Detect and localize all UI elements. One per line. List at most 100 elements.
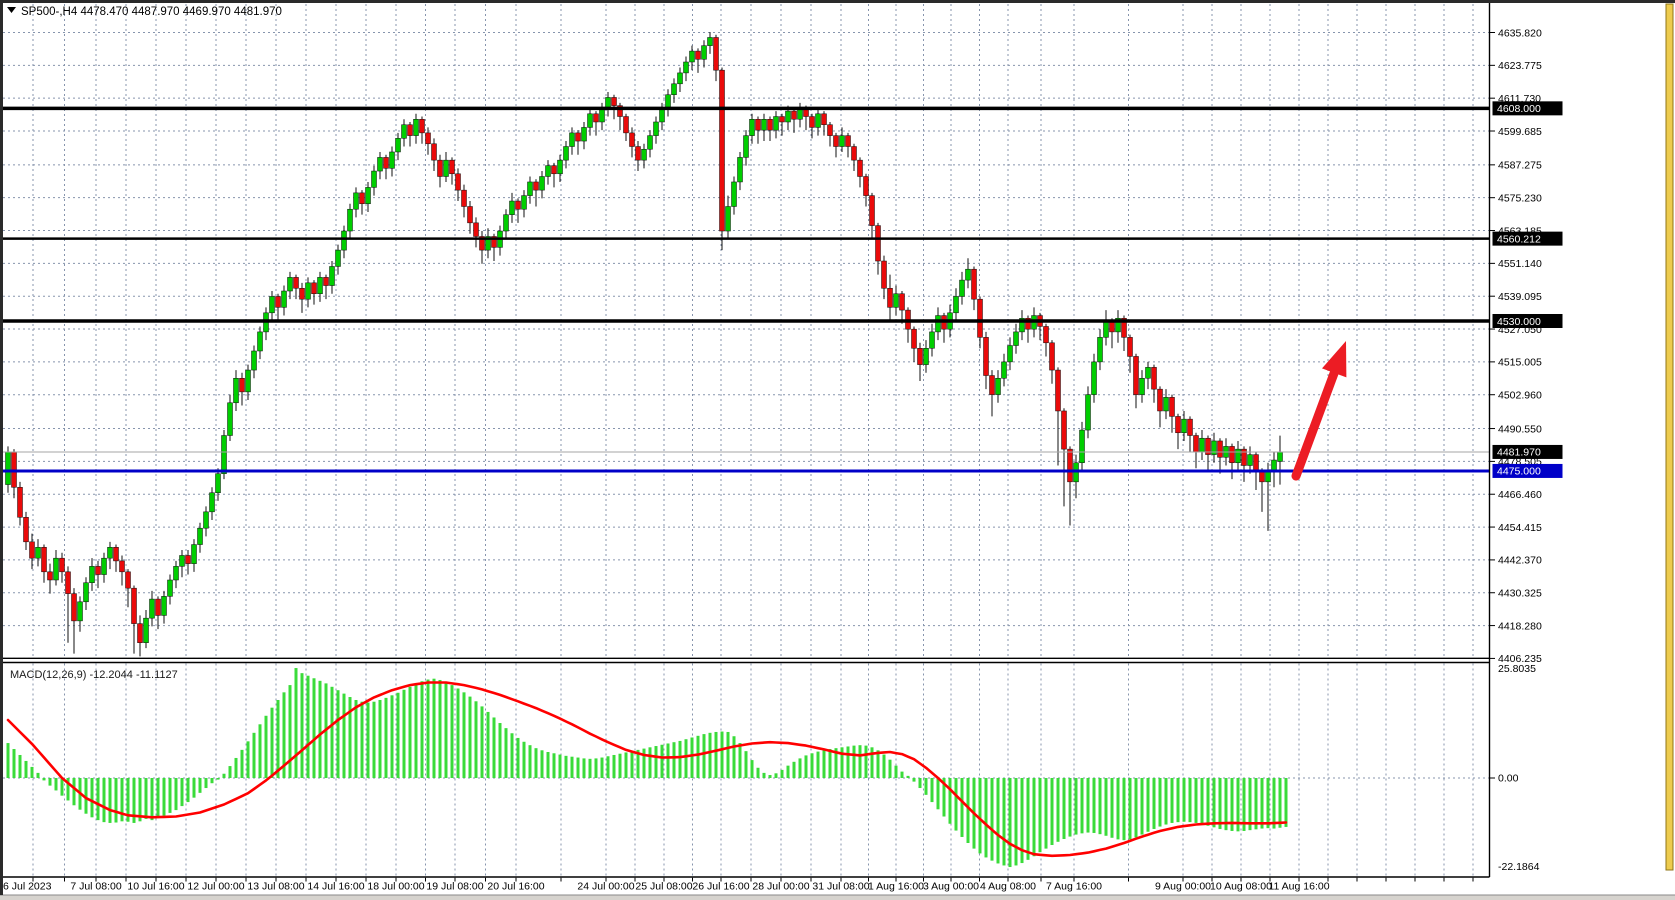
macd-bar (90, 778, 94, 818)
candle-bear (95, 566, 101, 575)
macd-bar (852, 745, 856, 778)
candle-bull (569, 132, 575, 147)
candle-bull (1019, 318, 1025, 333)
macd-bar (564, 755, 568, 778)
date-tick-label: 11 Aug 16:00 (1268, 881, 1329, 893)
macd-bar (576, 757, 580, 778)
macd-indicator (6, 668, 1288, 868)
macd-bar (198, 778, 202, 793)
candle-bull (923, 348, 929, 365)
arrow-head[interactable] (1322, 341, 1347, 378)
macd-bar (522, 741, 526, 778)
time-axis[interactable]: 6 Jul 2023 7 Jul 08:00 10 Jul 16:00 12 Jul … (3, 877, 1474, 893)
breakout-arrow-annotation[interactable] (1291, 341, 1347, 481)
candle-bear (479, 236, 485, 251)
right-edge-scroll-strip[interactable] (1665, 3, 1674, 871)
macd-bar (1284, 778, 1288, 827)
candlestick-series (5, 32, 1283, 657)
macd-bar (288, 685, 292, 778)
candle-bull (161, 596, 167, 616)
macd-bar (1170, 778, 1174, 823)
symbol-dropdown-icon[interactable] (7, 7, 16, 13)
candle-bear (491, 236, 497, 248)
macd-bar (420, 681, 424, 778)
candle-bear (617, 105, 623, 117)
candle-bull (287, 277, 293, 292)
macd-bar (1242, 778, 1246, 831)
candle-bull (143, 617, 149, 643)
price-axis[interactable]: 4635.8204623.7754611.7304599.6854587.275… (1489, 27, 1563, 779)
macd-bar (186, 778, 190, 803)
macd-bar (516, 737, 520, 778)
candle-bull (1085, 394, 1091, 431)
price-badge-label: 4481.970 (1497, 447, 1541, 459)
price-tick-label: 4442.370 (1498, 555, 1542, 567)
candle-bear (755, 119, 761, 131)
price-tick-label: 4575.230 (1498, 192, 1542, 204)
macd-bar (888, 759, 892, 778)
price-badge-label: 4560.212 (1497, 233, 1541, 245)
macd-bar (408, 686, 412, 778)
date-tick-label: 20 Jul 16:00 (487, 881, 544, 893)
candle-bear (47, 571, 53, 581)
macd-bar (336, 690, 340, 778)
macd-bar (906, 775, 910, 778)
macd-bar (426, 679, 430, 778)
horizontal-level-lines[interactable] (3, 106, 1490, 473)
macd-bar (120, 778, 124, 822)
macd-bar (594, 758, 598, 778)
candle-bear (593, 113, 599, 123)
date-tick-label: 3 Aug 00:00 (923, 881, 979, 893)
candle-bear (1025, 318, 1031, 330)
macd-bar (1026, 778, 1030, 860)
macd-bar (1188, 778, 1192, 823)
macd-bar (1056, 778, 1060, 842)
macd-bar (948, 778, 952, 824)
macd-bar (18, 754, 22, 778)
candle-bull (1091, 361, 1097, 395)
macd-bar (828, 749, 832, 778)
candle-bull (665, 94, 671, 109)
candle-bear (383, 157, 389, 169)
macd-bar (996, 778, 1000, 864)
candle-bull (995, 377, 1001, 395)
candle-bull (1163, 397, 1169, 412)
candle-bear (629, 132, 635, 147)
candle-bear (977, 298, 983, 338)
macd-bar (228, 766, 232, 778)
candle-bear (65, 571, 71, 594)
arrow-shaft[interactable] (1291, 364, 1341, 481)
price-tick-label: 4551.140 (1498, 258, 1542, 270)
date-tick-label: 24 Jul 00:00 (577, 881, 634, 893)
candle-bear (1241, 448, 1247, 466)
macd-bar (708, 732, 712, 778)
candle-bear (911, 328, 917, 349)
macd-bar (1110, 778, 1114, 838)
candle-bull (167, 579, 173, 597)
macd-bar (786, 765, 790, 778)
macd-bar (600, 757, 604, 778)
candle-bear (407, 124, 413, 136)
candle-bear (611, 97, 617, 106)
date-tick-label: 6 Jul 2023 (3, 881, 52, 893)
macd-bar (978, 778, 982, 854)
macd-bar (390, 695, 394, 778)
macd-bar (48, 778, 52, 786)
candle-bear (1229, 446, 1235, 464)
candle-bull (341, 230, 347, 251)
macd-bar (312, 678, 316, 778)
macd-bar (108, 778, 112, 823)
macd-bar (792, 761, 796, 778)
candle-bull (581, 127, 587, 142)
macd-bar (258, 724, 262, 778)
candle-bear (833, 135, 839, 147)
macd-bar (126, 778, 130, 822)
candle-bear (1121, 318, 1127, 338)
macd-bar (1068, 778, 1072, 837)
candle-bear (635, 146, 641, 161)
macd-bar (150, 778, 154, 821)
candle-bull (677, 72, 683, 85)
candle-bear (137, 623, 143, 643)
macd-axis-labels[interactable]: 25.8035 0.00 -22.1864 (1498, 663, 1540, 873)
